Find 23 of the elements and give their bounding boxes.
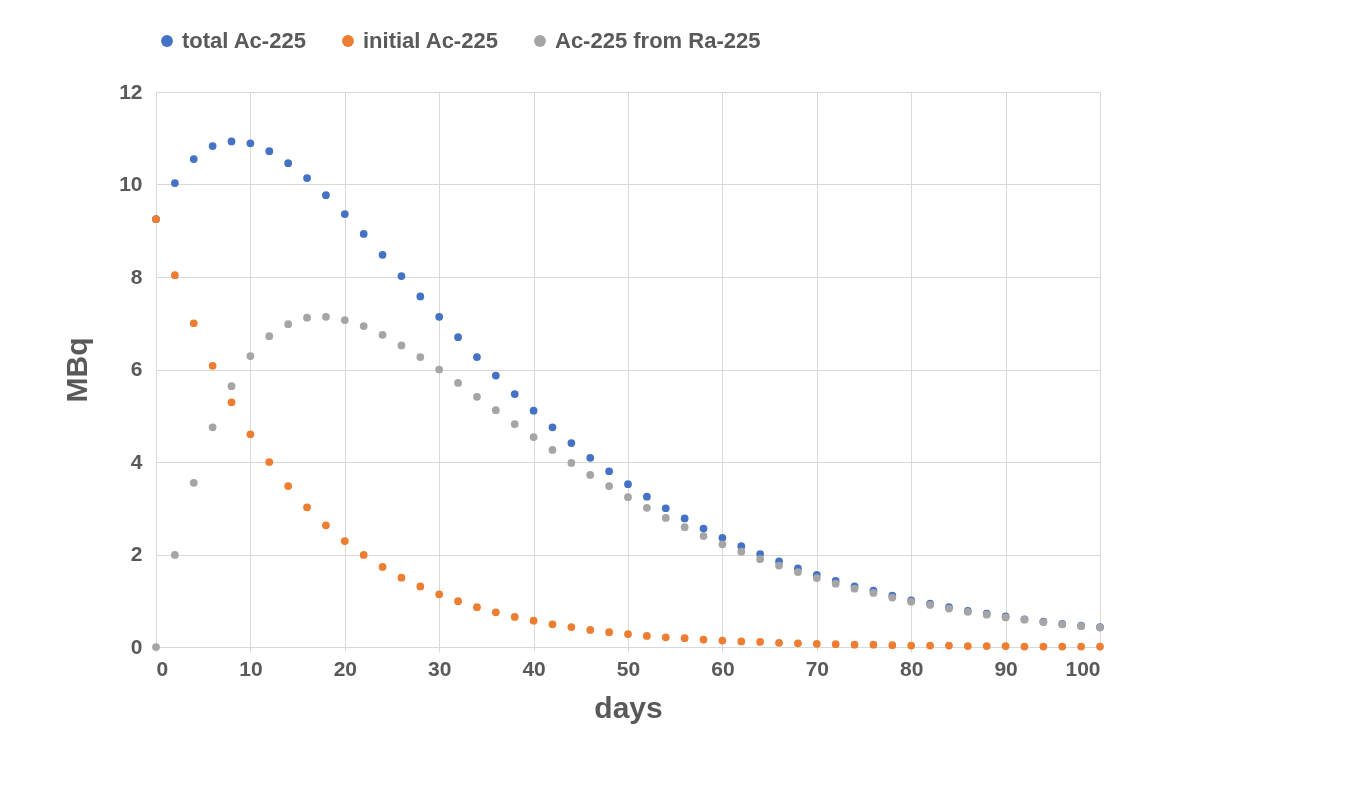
x-tick-label: 20 (333, 656, 357, 680)
x-axis-title: days (594, 690, 663, 724)
y-tick-label: 0 (130, 634, 143, 658)
x-tick-label: 70 (805, 656, 829, 680)
y-tick-label: 2 (130, 542, 143, 565)
legend-label: initial Ac-225 (363, 28, 498, 53)
y-tick-label: 4 (130, 449, 143, 473)
x-tick-label: 80 (900, 656, 924, 680)
x-tick-label: 10 (239, 656, 263, 680)
y-tick-label: 12 (119, 79, 143, 103)
legend-label: Ac-225 from Ra-225 (555, 28, 761, 53)
y-tick-label: 10 (119, 172, 143, 195)
legend-label: total Ac-225 (182, 28, 306, 53)
x-tick-label: 100 (1065, 656, 1101, 680)
x-tick-label: 0 (156, 656, 169, 680)
x-tick-label: 90 (994, 656, 1018, 680)
y-axis-title: MBq (60, 337, 94, 403)
x-tick-label: 50 (616, 656, 641, 680)
x-tick-label: 30 (428, 656, 452, 680)
x-tick-label: 40 (522, 656, 546, 680)
y-tick-label: 6 (130, 357, 143, 380)
x-tick-label: 60 (711, 656, 735, 680)
y-tick-label: 8 (130, 264, 143, 288)
